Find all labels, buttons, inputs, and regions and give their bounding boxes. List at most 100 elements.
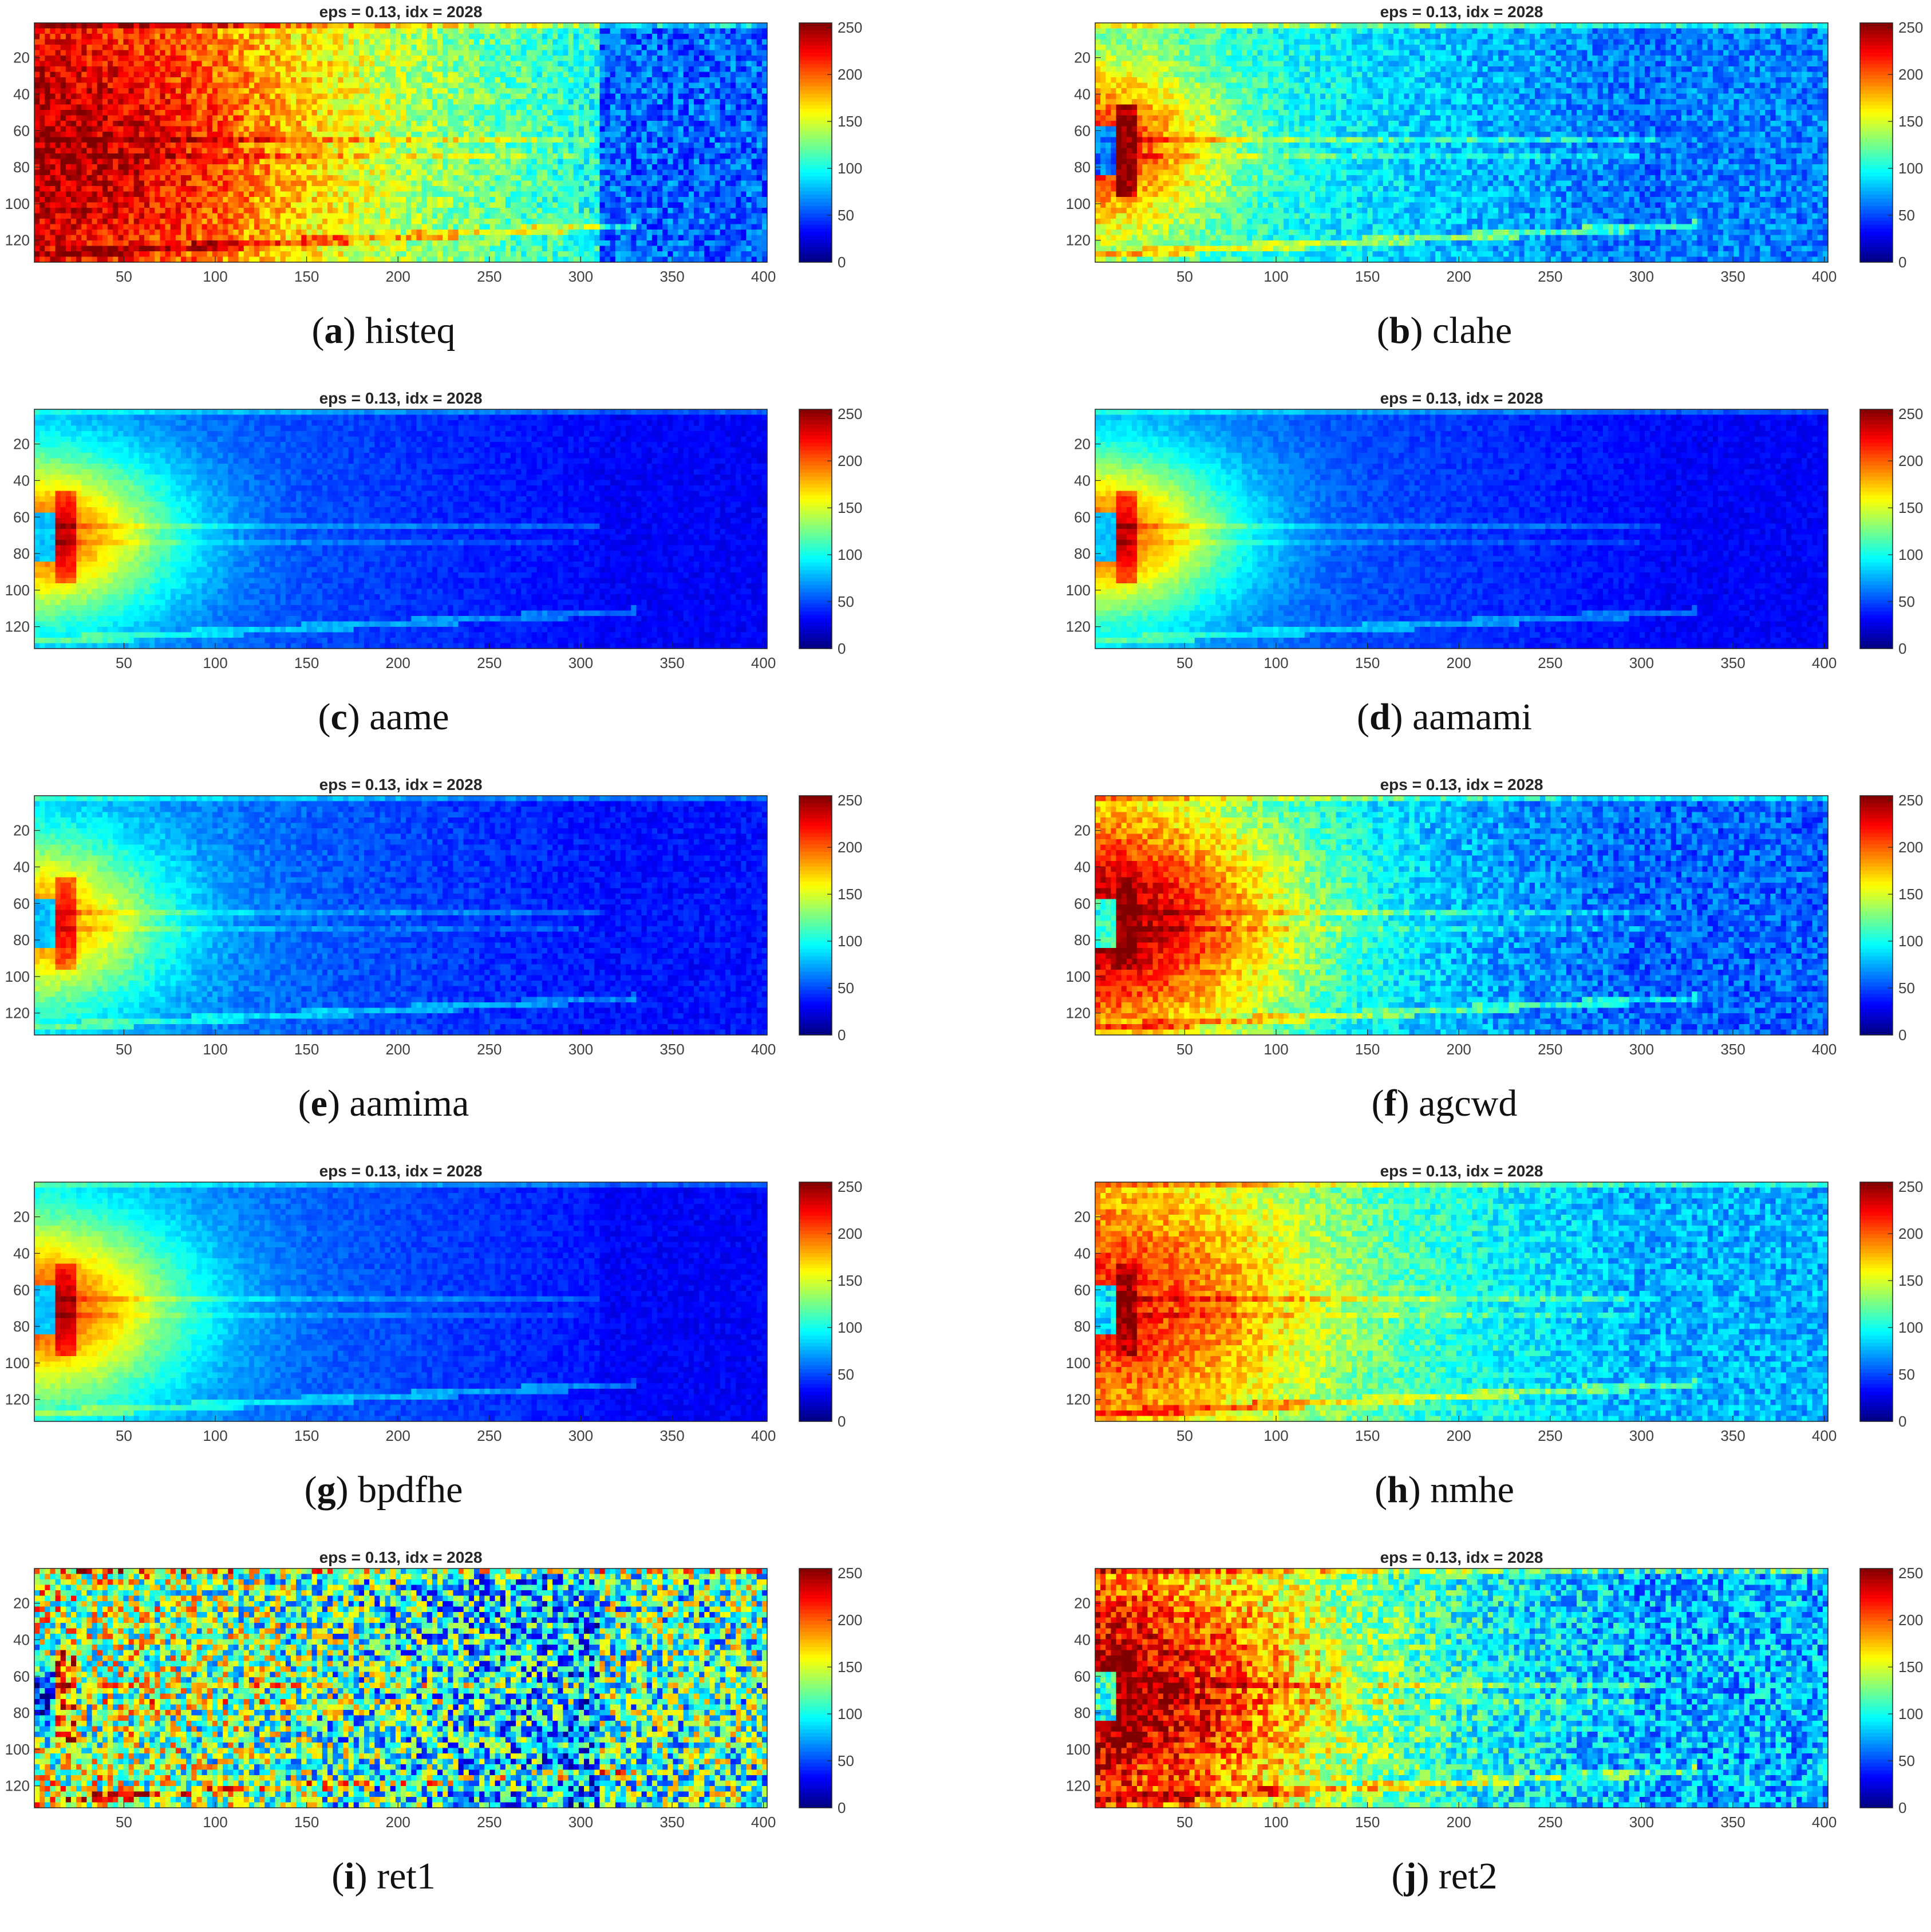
heatmap-cell [699, 45, 705, 50]
heatmap-cell [191, 72, 197, 78]
heatmap-cell [196, 137, 202, 143]
heatmap-cell [264, 121, 270, 127]
heatmap-cell [631, 186, 637, 192]
heatmap-cell [102, 197, 108, 203]
heatmap-cell [621, 192, 626, 197]
heatmap-cell [657, 137, 663, 143]
heatmap-cell [218, 39, 223, 45]
heatmap-cell [338, 66, 343, 72]
heatmap-cell [129, 29, 135, 34]
heatmap-cell [233, 99, 239, 105]
heatmap-cell [102, 203, 108, 208]
heatmap-cell [223, 56, 228, 61]
heatmap-cell [134, 181, 140, 187]
heatmap-cell [108, 197, 113, 203]
heatmap-cell [118, 50, 124, 56]
heatmap-cell [212, 143, 218, 148]
heatmap-cell [673, 170, 678, 176]
heatmap-cell [422, 99, 428, 105]
heatmap-cell [584, 192, 590, 197]
heatmap-cell [762, 137, 768, 143]
heatmap-cell [354, 34, 360, 39]
heatmap-cell [270, 159, 275, 165]
heatmap-cell [558, 50, 563, 56]
heatmap-cell [631, 127, 637, 132]
heatmap-cell [537, 192, 543, 197]
heatmap-cell [97, 127, 103, 132]
heatmap-cell [720, 164, 726, 170]
heatmap-cell [657, 45, 663, 50]
heatmap-cell [678, 175, 684, 181]
heatmap-cell [626, 88, 631, 94]
heatmap-cell [752, 159, 757, 165]
heatmap-cell [437, 192, 443, 197]
heatmap-cell [704, 88, 710, 94]
heatmap-cell [526, 116, 532, 121]
heatmap-cell [552, 45, 558, 50]
heatmap-cell [542, 164, 548, 170]
heatmap-cell [459, 34, 464, 39]
heatmap-cell [186, 175, 192, 181]
heatmap-cell [317, 94, 323, 100]
heatmap-cell [673, 61, 678, 67]
heatmap-cell [317, 56, 323, 61]
heatmap-cell [746, 170, 752, 176]
heatmap-cell [416, 45, 422, 50]
heatmap-cell [642, 121, 647, 127]
heatmap-cell [92, 66, 98, 72]
heatmap-cell [401, 186, 406, 192]
heatmap-cell [599, 181, 605, 187]
heatmap-cell [244, 34, 250, 39]
heatmap-cell [684, 66, 689, 72]
heatmap-cell [416, 137, 422, 143]
heatmap-cell [281, 39, 286, 45]
heatmap-cell [552, 110, 558, 116]
heatmap-cell [443, 137, 448, 143]
heatmap-cell [422, 45, 428, 50]
heatmap-cell [223, 94, 228, 100]
heatmap-cell [437, 105, 443, 110]
heatmap-cell [327, 105, 333, 110]
heatmap-cell [385, 61, 391, 67]
heatmap-cell [108, 105, 113, 110]
heatmap-cell [264, 50, 270, 56]
heatmap-cell [427, 153, 433, 159]
heatmap-cell [657, 197, 663, 203]
heatmap-cell [144, 208, 150, 214]
heatmap-cell [720, 132, 726, 137]
heatmap-cell [239, 208, 244, 214]
heatmap-cell [704, 127, 710, 132]
heatmap-cell [275, 214, 281, 219]
heatmap-cell [715, 66, 721, 72]
heatmap-cell [81, 23, 87, 29]
heatmap-cell [542, 39, 548, 45]
heatmap-cell [40, 99, 45, 105]
heatmap-cell [259, 50, 265, 56]
heatmap-cell [427, 127, 433, 132]
heatmap-cell [694, 105, 700, 110]
heatmap-cell [118, 88, 124, 94]
heatmap-cell [647, 50, 653, 56]
heatmap-cell [484, 127, 490, 132]
heatmap-cell [212, 214, 218, 219]
heatmap-cell [589, 61, 595, 67]
heatmap-cell [422, 186, 428, 192]
heatmap-cell [286, 110, 291, 116]
heatmap-cell [76, 127, 82, 132]
heatmap-cell [312, 61, 318, 67]
heatmap-cell [694, 50, 700, 56]
heatmap-cell [416, 153, 422, 159]
heatmap-cell [599, 208, 605, 214]
heatmap-cell [406, 175, 412, 181]
heatmap-cell [349, 99, 354, 105]
heatmap-cell [322, 197, 328, 203]
heatmap-cell [709, 116, 715, 121]
heatmap-cell [427, 45, 433, 50]
heatmap-cell [610, 137, 616, 143]
heatmap-cell [484, 208, 490, 214]
heatmap-cell [730, 45, 736, 50]
heatmap-cell [694, 132, 700, 137]
heatmap-cell [599, 88, 605, 94]
heatmap-cell [563, 208, 568, 214]
heatmap-cell [437, 143, 443, 148]
